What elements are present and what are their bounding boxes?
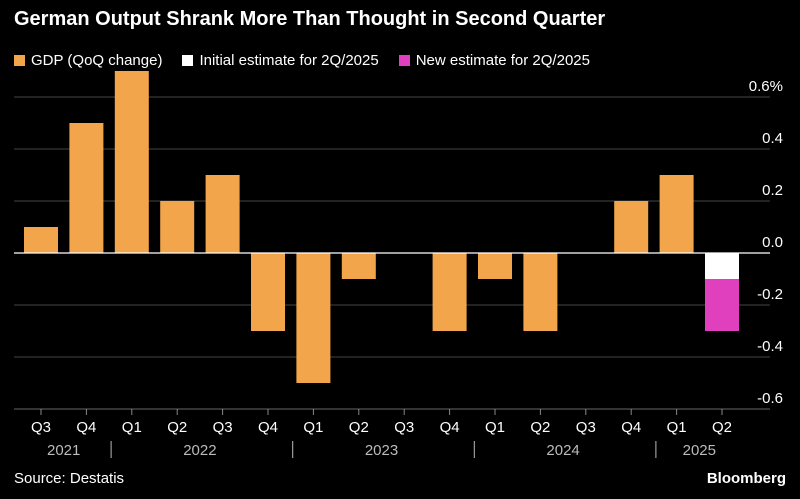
bar-gdp-14 bbox=[659, 175, 694, 253]
year-label: 2023 bbox=[365, 442, 398, 459]
bar-gdp-5 bbox=[251, 253, 285, 331]
x-tick-label: Q2 bbox=[530, 419, 550, 436]
y-tick-label: 0.2 bbox=[762, 182, 783, 199]
legend-label-new: New estimate for 2Q/2025 bbox=[415, 52, 590, 69]
bar-gdp-6 bbox=[296, 253, 331, 383]
bar-gdp-1 bbox=[69, 123, 104, 253]
bar-gdp-3 bbox=[160, 201, 195, 253]
x-tick-label: Q1 bbox=[485, 419, 505, 436]
y-tick-label: -0.4 bbox=[757, 338, 783, 355]
bar-gdp-4 bbox=[205, 175, 240, 253]
legend-label-initial: Initial estimate for 2Q/2025 bbox=[199, 52, 379, 69]
bar-gdp-13 bbox=[614, 201, 649, 253]
y-tick-label: -0.2 bbox=[757, 286, 783, 303]
year-label: 2021 bbox=[47, 442, 80, 459]
x-tick-label: Q1 bbox=[303, 419, 323, 436]
bar-gdp-2 bbox=[114, 71, 149, 253]
legend-item-initial: Initial estimate for 2Q/2025 bbox=[182, 52, 379, 69]
bar-gdp-11 bbox=[523, 253, 558, 331]
legend-item-gdp: GDP (QoQ change) bbox=[14, 52, 162, 69]
chart-title: German Output Shrank More Than Thought i… bbox=[14, 8, 606, 30]
x-tick-label: Q1 bbox=[122, 419, 142, 436]
legend-swatch-gdp bbox=[14, 55, 25, 66]
legend-label-gdp: GDP (QoQ change) bbox=[31, 52, 163, 69]
bar-new-estimate bbox=[705, 279, 739, 331]
y-tick-label: -0.6 bbox=[757, 390, 783, 407]
source-note: Source: Destatis bbox=[14, 470, 125, 487]
x-tick-label: Q2 bbox=[349, 419, 369, 436]
year-label: 2025 bbox=[683, 442, 716, 459]
x-tick-label: Q3 bbox=[394, 419, 414, 436]
x-tick-label: Q2 bbox=[167, 419, 187, 436]
bar-gdp-9 bbox=[432, 253, 467, 331]
legend-swatch-initial bbox=[182, 55, 194, 66]
x-tick-label: Q4 bbox=[258, 419, 278, 436]
bar-gdp-0 bbox=[24, 227, 58, 253]
x-tick-label: Q2 bbox=[712, 419, 732, 436]
bar-initial-estimate bbox=[705, 253, 739, 279]
x-tick-label: Q4 bbox=[76, 419, 96, 436]
y-tick-label: 0.4 bbox=[762, 130, 783, 147]
y-tick-label: 0.0 bbox=[762, 234, 783, 251]
year-label: 2022 bbox=[183, 442, 216, 459]
x-tick-label: Q4 bbox=[440, 419, 460, 436]
bar-gdp-10 bbox=[478, 253, 512, 279]
x-tick-label: Q4 bbox=[621, 419, 641, 436]
legend: GDP (QoQ change) Initial estimate for 2Q… bbox=[14, 52, 590, 69]
x-tick-label: Q3 bbox=[576, 419, 596, 436]
x-tick-label: Q1 bbox=[667, 419, 687, 436]
year-label: 2024 bbox=[546, 442, 579, 459]
bar-gdp-7 bbox=[341, 253, 376, 279]
legend-item-new: New estimate for 2Q/2025 bbox=[398, 52, 590, 69]
x-tick-label: Q3 bbox=[31, 419, 51, 436]
bloomberg-logo: Bloomberg bbox=[706, 470, 786, 487]
x-tick-label: Q3 bbox=[213, 419, 233, 436]
legend-swatch-new bbox=[398, 55, 410, 66]
y-tick-label: 0.6% bbox=[749, 78, 783, 95]
